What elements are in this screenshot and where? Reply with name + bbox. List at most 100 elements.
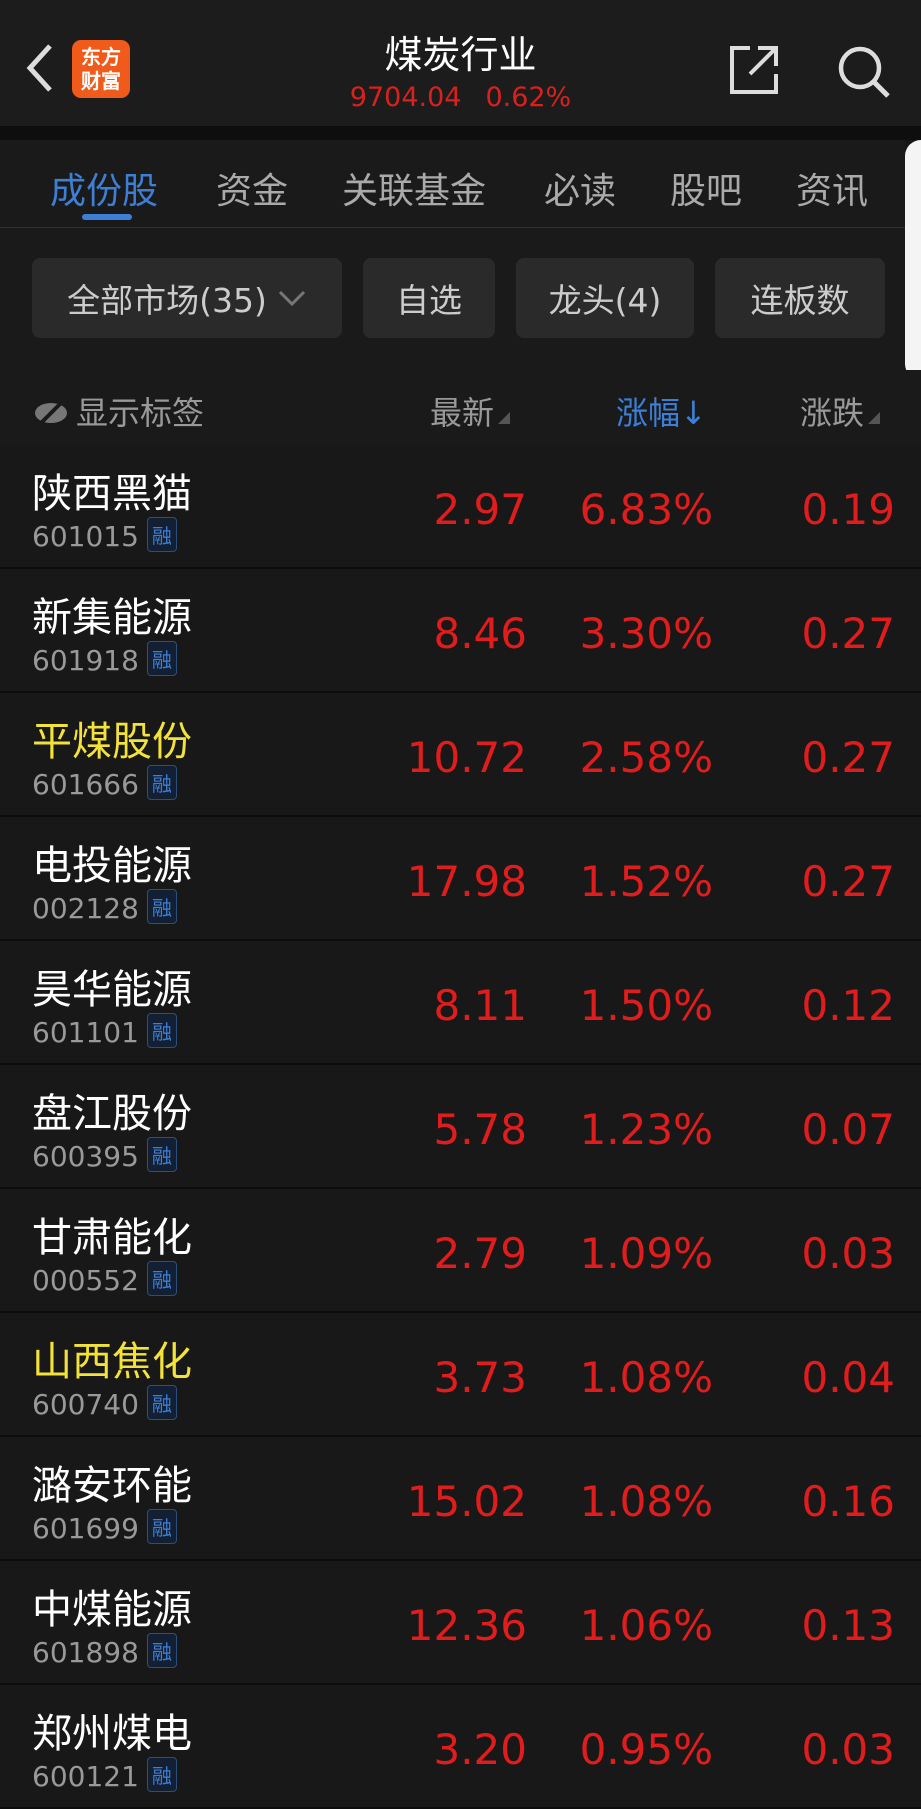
eye-off-icon — [35, 398, 67, 428]
tab-must-read[interactable]: 必读 — [544, 171, 617, 212]
watchlist-filter-button[interactable]: 自选 — [363, 258, 495, 338]
index-change: 0.62% — [485, 82, 572, 113]
change-amount: 0.04 — [801, 1353, 895, 1402]
page-title: 煤炭行业 — [384, 33, 537, 77]
stock-code: 600395 — [32, 1140, 139, 1173]
stock-name: 甘肃能化 — [32, 1215, 192, 1261]
market-filter-dropdown[interactable]: 全部市场(35) — [32, 258, 342, 338]
search-icon[interactable] — [836, 44, 892, 100]
stock-name: 新集能源 — [32, 595, 192, 641]
stock-row[interactable]: 郑州煤电 600121 融 3.20 0.95% 0.03 — [0, 1685, 921, 1809]
change-amount: 0.16 — [801, 1477, 895, 1526]
stock-row[interactable]: 新集能源 601918 融 8.46 3.30% 0.27 — [0, 569, 921, 693]
stock-row[interactable]: 盘江股份 600395 融 5.78 1.23% 0.07 — [0, 1065, 921, 1189]
stock-code: 601918 — [32, 644, 139, 677]
tab-constituents[interactable]: 成份股 — [50, 171, 159, 212]
margin-badge: 融 — [146, 1137, 177, 1172]
latest-price: 2.79 — [433, 1229, 527, 1278]
stock-code-line: 601666 融 — [32, 765, 177, 801]
index-value: 9704.04 — [349, 82, 462, 113]
change-amount: 0.03 — [801, 1229, 895, 1278]
stock-code-line: 002128 融 — [32, 889, 177, 925]
sort-icon — [498, 412, 511, 424]
stock-code-line: 601699 融 — [32, 1509, 177, 1545]
latest-price: 5.78 — [433, 1105, 527, 1154]
stock-code: 000552 — [32, 1264, 139, 1297]
side-handle[interactable] — [905, 140, 921, 380]
show-tags-toggle[interactable]: 显示标签 — [32, 388, 204, 434]
tab-forum[interactable]: 股吧 — [670, 171, 743, 212]
stock-code: 601666 — [32, 768, 139, 801]
back-icon[interactable] — [22, 40, 62, 96]
change-percent: 6.83% — [579, 485, 713, 534]
stock-row[interactable]: 山西焦化 600740 融 3.73 1.08% 0.04 — [0, 1313, 921, 1437]
stock-row[interactable]: 陕西黑猫 601015 融 2.97 6.83% 0.19 — [0, 445, 921, 569]
stock-name: 盘江股份 — [32, 1091, 192, 1137]
margin-badge: 融 — [146, 765, 177, 800]
divider — [0, 126, 921, 140]
stock-name: 平煤股份 — [32, 719, 192, 765]
stock-name: 陕西黑猫 — [32, 471, 192, 517]
stock-code: 601015 — [32, 520, 139, 553]
stock-code-line: 601918 融 — [32, 641, 177, 677]
change-column-label: 涨跌 — [800, 394, 865, 432]
latest-price: 12.36 — [406, 1601, 527, 1650]
stock-row[interactable]: 中煤能源 601898 融 12.36 1.06% 0.13 — [0, 1561, 921, 1685]
stock-code: 600121 — [32, 1760, 139, 1793]
stock-code: 601898 — [32, 1636, 139, 1669]
change-amount: 0.13 — [801, 1601, 895, 1650]
share-icon[interactable] — [728, 44, 780, 96]
sort-latest[interactable]: 最新 — [430, 388, 511, 434]
index-quote: 9704.04 0.62% — [0, 82, 921, 113]
stock-code: 601101 — [32, 1016, 139, 1049]
sort-icon — [868, 412, 881, 424]
sort-change[interactable]: 涨跌 — [800, 388, 881, 434]
sort-change-pct[interactable]: 涨幅↓ — [616, 394, 707, 432]
tab-funds-flow[interactable]: 资金 — [216, 171, 289, 212]
margin-badge: 融 — [146, 1385, 177, 1420]
chevron-down-icon — [278, 290, 305, 307]
change-percent: 1.08% — [579, 1477, 713, 1526]
latest-price: 2.97 — [433, 485, 527, 534]
stock-row[interactable]: 甘肃能化 000552 融 2.79 1.09% 0.03 — [0, 1189, 921, 1313]
filter-bar: 全部市场(35) 自选 龙头(4) 连板数 — [0, 228, 905, 370]
change-amount: 0.07 — [801, 1105, 895, 1154]
latest-price: 8.11 — [433, 981, 527, 1030]
stock-code: 002128 — [32, 892, 139, 925]
stock-name: 潞安环能 — [32, 1463, 192, 1509]
tab-news[interactable]: 资讯 — [796, 171, 869, 212]
change-percent: 2.58% — [579, 733, 713, 782]
margin-badge: 融 — [146, 1509, 177, 1544]
margin-badge: 融 — [146, 1261, 177, 1296]
latest-price: 15.02 — [406, 1477, 527, 1526]
stock-code: 600740 — [32, 1388, 139, 1421]
market-filter-label: 全部市场(35) — [67, 281, 267, 320]
stock-code-line: 601015 融 — [32, 517, 177, 553]
change-percent: 1.08% — [579, 1353, 713, 1402]
stock-code-line: 601898 融 — [32, 1633, 177, 1669]
active-tab-indicator — [82, 214, 132, 220]
stock-row[interactable]: 潞安环能 601699 融 15.02 1.08% 0.16 — [0, 1437, 921, 1561]
change-amount: 0.27 — [801, 857, 895, 906]
latest-column-label: 最新 — [430, 394, 495, 432]
margin-badge: 融 — [146, 1757, 177, 1792]
margin-badge: 融 — [146, 641, 177, 676]
column-header: 显示标签 最新 涨幅↓ 涨跌 — [0, 370, 921, 445]
stock-row[interactable]: 平煤股份 601666 融 10.72 2.58% 0.27 — [0, 693, 921, 817]
change-percent: 1.23% — [579, 1105, 713, 1154]
stock-row[interactable]: 昊华能源 601101 融 8.11 1.50% 0.12 — [0, 941, 921, 1065]
stock-name: 电投能源 — [32, 843, 192, 889]
limit-up-filter-button[interactable]: 连板数 — [715, 258, 885, 338]
change-amount: 0.27 — [801, 609, 895, 658]
app-logo[interactable]: 东方 财富 — [72, 40, 130, 98]
stock-row[interactable]: 电投能源 002128 融 17.98 1.52% 0.27 — [0, 817, 921, 941]
change-amount: 0.03 — [801, 1725, 895, 1774]
stock-code-line: 600740 融 — [32, 1385, 177, 1421]
leaders-filter-button[interactable]: 龙头(4) — [516, 258, 694, 338]
stock-code: 601699 — [32, 1512, 139, 1545]
stock-name: 山西焦化 — [32, 1339, 192, 1385]
tab-related-funds[interactable]: 关联基金 — [342, 171, 487, 212]
latest-price: 8.46 — [433, 609, 527, 658]
latest-price: 3.73 — [433, 1353, 527, 1402]
stock-name: 中煤能源 — [32, 1587, 192, 1633]
